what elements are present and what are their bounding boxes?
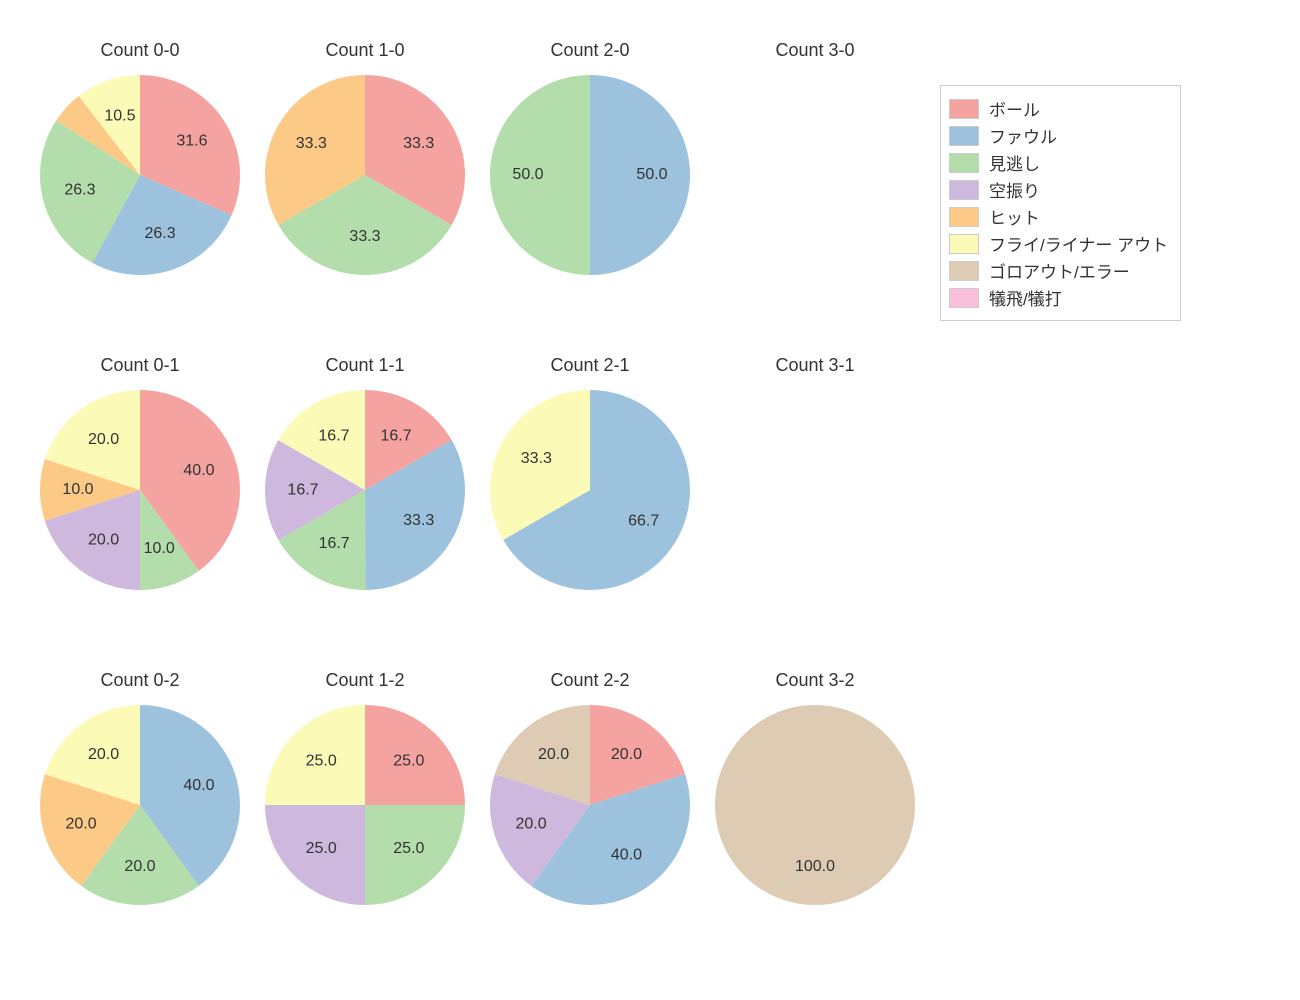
slice-label: 10.0 <box>144 540 175 557</box>
slice-label: 50.0 <box>636 166 667 183</box>
legend-swatch <box>949 153 979 173</box>
slice-label: 66.7 <box>628 512 659 529</box>
legend-swatch <box>949 180 979 200</box>
legend-swatch <box>949 207 979 227</box>
legend: ボールファウル見逃し空振りヒットフライ/ライナー アウトゴロアウト/エラー犠飛/… <box>940 85 1181 321</box>
pie-chart: 40.0 20.0 20.0 20.0 <box>38 703 242 907</box>
pie-title: Count 1-0 <box>325 40 404 61</box>
slice-label: 26.3 <box>64 181 95 198</box>
legend-row: ヒット <box>949 204 1168 229</box>
legend-swatch <box>949 99 979 119</box>
legend-label: 犠飛/犠打 <box>989 285 1062 310</box>
pie-title: Count 2-1 <box>550 355 629 376</box>
pie-title: Count 0-2 <box>100 670 179 691</box>
slice-label: 31.6 <box>176 132 207 149</box>
chart-root: Count 0-031.626.326.310.5Count 1-033.333… <box>0 0 1300 1000</box>
slice-label: 100.0 <box>795 858 835 875</box>
legend-label: ゴロアウト/エラー <box>989 258 1130 283</box>
pie-title: Count 3-0 <box>775 40 854 61</box>
legend-swatch <box>949 261 979 281</box>
pie-chart: 40.0 10.0 20.0 10.0 20.0 <box>38 388 242 592</box>
slice-label: 20.0 <box>538 746 569 763</box>
slice-label: 20.0 <box>124 858 155 875</box>
slice-label: 50.0 <box>512 166 543 183</box>
legend-label: ボール <box>989 96 1040 121</box>
pie-title: Count 2-0 <box>550 40 629 61</box>
slice-label: 20.0 <box>611 746 642 763</box>
pie-title: Count 2-2 <box>550 670 629 691</box>
pie-chart: 20.0 40.0 20.0 20.0 <box>488 703 692 907</box>
pie-chart: 50.0 50.0 <box>488 73 692 277</box>
legend-row: 空振り <box>949 177 1168 202</box>
slice-label: 20.0 <box>88 746 119 763</box>
legend-swatch <box>949 288 979 308</box>
slice-label: 20.0 <box>65 815 96 832</box>
pie-title: Count 0-0 <box>100 40 179 61</box>
pie-title: Count 1-2 <box>325 670 404 691</box>
slice-label: 33.3 <box>403 135 434 152</box>
legend-label: 見逃し <box>989 150 1040 175</box>
slice-label: 16.7 <box>287 481 318 498</box>
slice-label: 20.0 <box>515 815 546 832</box>
pie-chart: 25.0 25.0 25.0 25.0 <box>263 703 467 907</box>
slice-label: 25.0 <box>306 752 337 769</box>
legend-row: 見逃し <box>949 150 1168 175</box>
slice-label: 16.7 <box>318 428 349 445</box>
slice-label: 10.5 <box>104 108 135 125</box>
pie-title: Count 1-1 <box>325 355 404 376</box>
pie-chart: 31.6 26.3 26.3 10.5 <box>38 73 242 277</box>
pie-chart: 16.7 33.3 16.7 16.7 16.7 <box>263 388 467 592</box>
slice-label: 25.0 <box>393 752 424 769</box>
pie-title: Count 3-2 <box>775 670 854 691</box>
slice-label: 26.3 <box>145 225 176 242</box>
slice-label: 10.0 <box>62 481 93 498</box>
legend-swatch <box>949 126 979 146</box>
legend-row: ゴロアウト/エラー <box>949 258 1168 283</box>
legend-row: ボール <box>949 96 1168 121</box>
legend-label: ファウル <box>989 123 1057 148</box>
slice-label: 40.0 <box>611 846 642 863</box>
slice-label: 33.3 <box>521 450 552 467</box>
slice-label: 25.0 <box>306 840 337 857</box>
legend-label: フライ/ライナー アウト <box>989 231 1168 256</box>
legend-row: ファウル <box>949 123 1168 148</box>
slice-label: 16.7 <box>319 535 350 552</box>
legend-label: 空振り <box>989 177 1040 202</box>
slice-label: 40.0 <box>183 777 214 794</box>
legend-swatch <box>949 234 979 254</box>
slice-label: 20.0 <box>88 431 119 448</box>
slice-label: 33.3 <box>403 512 434 529</box>
pie-chart: 33.3 33.3 33.3 <box>263 73 467 277</box>
legend-row: 犠飛/犠打 <box>949 285 1168 310</box>
slice-label: 33.3 <box>349 228 380 245</box>
legend-label: ヒット <box>989 204 1040 229</box>
slice-label: 25.0 <box>393 840 424 857</box>
pie-chart: 66.7 33.3 <box>488 388 692 592</box>
pie-chart: 100.0 <box>713 703 917 907</box>
slice-label: 40.0 <box>183 462 214 479</box>
pie-title: Count 3-1 <box>775 355 854 376</box>
slice-label: 33.3 <box>296 135 327 152</box>
slice-label: 20.0 <box>88 531 119 548</box>
legend-row: フライ/ライナー アウト <box>949 231 1168 256</box>
slice-label: 16.7 <box>380 428 411 445</box>
pie-title: Count 0-1 <box>100 355 179 376</box>
